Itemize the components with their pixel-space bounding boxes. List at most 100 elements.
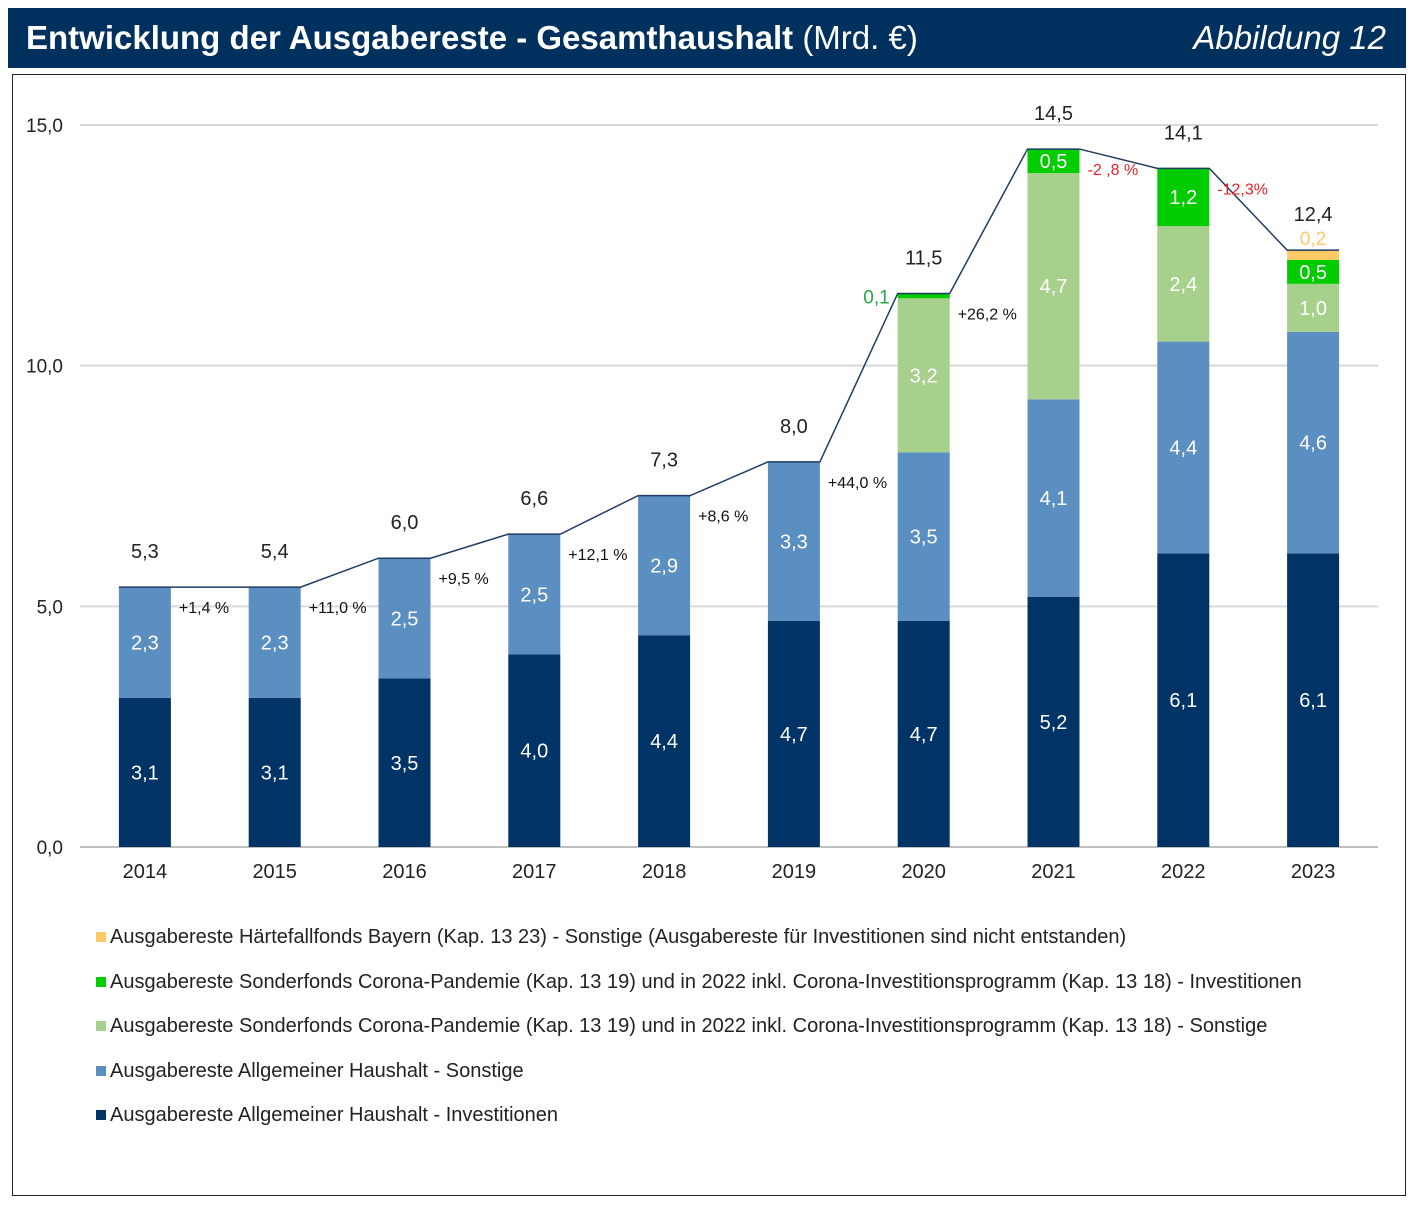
- bar-segment: [897, 293, 950, 299]
- bar-segment: [1027, 173, 1080, 400]
- bar-segment: [638, 635, 691, 847]
- total-label: 11,5: [905, 247, 942, 269]
- total-trend-line: [118, 148, 1340, 588]
- bar-segment: [1157, 553, 1210, 847]
- bar-segment: [248, 587, 301, 698]
- data-label: 3,3: [780, 531, 808, 553]
- data-label: 6,1: [1169, 690, 1197, 712]
- x-tick-label: 2022: [1161, 861, 1206, 883]
- data-label: 4,1: [1040, 488, 1068, 510]
- x-tick-label: 2015: [252, 861, 297, 883]
- chart-frame: [12, 74, 1406, 1196]
- legend-swatch: [96, 1021, 106, 1031]
- data-label: 1,0: [1299, 298, 1327, 320]
- bar-segment: [1157, 168, 1210, 227]
- data-label: 0,2: [1300, 229, 1326, 250]
- y-tick-label: 15,0: [26, 116, 63, 137]
- data-label: 4,7: [1040, 276, 1068, 298]
- bar-segment: [897, 620, 950, 847]
- total-label: 14,5: [1034, 103, 1073, 125]
- legend-swatch: [96, 932, 106, 942]
- bar-segment: [1027, 399, 1080, 597]
- bar-segment: [248, 697, 301, 847]
- growth-label: +26,2 %: [958, 306, 1017, 323]
- bar-segment: [1157, 226, 1210, 342]
- data-label: 5,2: [1040, 712, 1068, 734]
- legend-label: Ausgabereste Allgemeiner Haushalt - Inve…: [110, 1104, 559, 1126]
- growth-label: +44,0 %: [828, 475, 887, 492]
- legend-item: Ausgabereste Sonderfonds Corona-Pandemie…: [96, 1015, 1267, 1038]
- data-label: 2,5: [520, 584, 548, 606]
- data-label: 1,2: [1169, 187, 1197, 209]
- bar-segment: [118, 697, 171, 847]
- legend-swatch: [96, 1065, 106, 1076]
- data-label: 0,1: [863, 287, 889, 308]
- data-label: 3,5: [391, 753, 419, 775]
- bar-segment: [1287, 553, 1340, 847]
- data-label: 2,4: [1169, 274, 1197, 296]
- y-tick-label: 0,0: [37, 838, 63, 859]
- data-label: 4,4: [1169, 437, 1197, 459]
- chart-header: Entwicklung der Ausgabereste - Gesamthau…: [8, 8, 1406, 68]
- bar-segment: [897, 452, 950, 621]
- growth-label: +1,4 %: [179, 600, 229, 617]
- legend-item: Ausgabereste Härtefallfonds Bayern (Kap.…: [96, 926, 1126, 949]
- y-tick-label: 5,0: [37, 597, 63, 618]
- data-label: 3,1: [131, 762, 159, 784]
- data-label: 4,0: [520, 741, 548, 763]
- chart-title-main: Entwicklung der Ausgabereste - Gesamthau…: [26, 19, 794, 56]
- growth-label: +9,5 %: [439, 571, 489, 588]
- y-tick-label: 10,0: [26, 357, 63, 378]
- data-label: 4,6: [1299, 433, 1327, 455]
- data-label: 4,4: [650, 731, 678, 753]
- total-label: 5,3: [131, 541, 159, 563]
- figure-label: Abbildung 12: [1193, 19, 1386, 56]
- x-tick-label: 2014: [123, 861, 168, 883]
- total-label: 6,6: [520, 488, 548, 510]
- data-label: 2,3: [261, 632, 289, 654]
- growth-label: -12,3%: [1217, 181, 1268, 198]
- data-label: 2,5: [391, 608, 419, 630]
- total-label: 6,0: [391, 512, 419, 534]
- legend-label: Ausgabereste Sonderfonds Corona-Pandemie…: [110, 970, 1302, 993]
- bar-segment: [1157, 341, 1210, 554]
- total-label: 5,4: [261, 541, 289, 563]
- x-tick-label: 2016: [382, 861, 427, 883]
- data-label: 4,7: [910, 724, 938, 746]
- bar-segment: [767, 620, 820, 847]
- x-tick-label: 2017: [512, 861, 557, 883]
- bar-segment: [1287, 250, 1340, 260]
- legend-label: Ausgabereste Sonderfonds Corona-Pandemie…: [110, 1015, 1268, 1037]
- legend-swatch: [96, 1110, 106, 1120]
- chart-title: Entwicklung der Ausgabereste - Gesamthau…: [26, 18, 918, 58]
- data-label: 3,1: [261, 762, 289, 784]
- bar-segment: [1287, 283, 1340, 332]
- legend-item: Ausgabereste Allgemeiner Haushalt - Inve…: [96, 1104, 558, 1127]
- x-tick-label: 2023: [1291, 861, 1336, 883]
- bar-segment: [1027, 596, 1080, 847]
- data-label: 0,5: [1040, 151, 1068, 173]
- data-label: 2,3: [131, 632, 159, 654]
- chart-title-unit: (Mrd. €): [802, 19, 918, 56]
- growth-label: -2 ,8 %: [1088, 162, 1139, 179]
- bar-segment: [378, 678, 431, 847]
- x-tick-label: 2020: [901, 861, 946, 883]
- bar-segment: [897, 298, 950, 453]
- data-label: 6,1: [1299, 690, 1327, 712]
- data-label: 3,2: [910, 365, 938, 387]
- total-label: 14,1: [1164, 122, 1203, 144]
- growth-label: +11,0 %: [309, 600, 367, 617]
- data-label: 0,5: [1299, 262, 1327, 284]
- x-tick-label: 2021: [1031, 861, 1076, 883]
- bar-segment: [508, 534, 561, 655]
- total-label: 7,3: [650, 450, 678, 472]
- bar-segment: [1027, 149, 1080, 174]
- bar-segment: [378, 558, 431, 679]
- legend-item: Ausgabereste Sonderfonds Corona-Pandemie…: [96, 971, 1302, 994]
- x-tick-label: 2018: [642, 861, 687, 883]
- bar-segment: [1287, 259, 1340, 284]
- growth-label: +8,6 %: [698, 509, 748, 526]
- bar-segment: [767, 461, 820, 621]
- data-label: 3,5: [910, 527, 938, 549]
